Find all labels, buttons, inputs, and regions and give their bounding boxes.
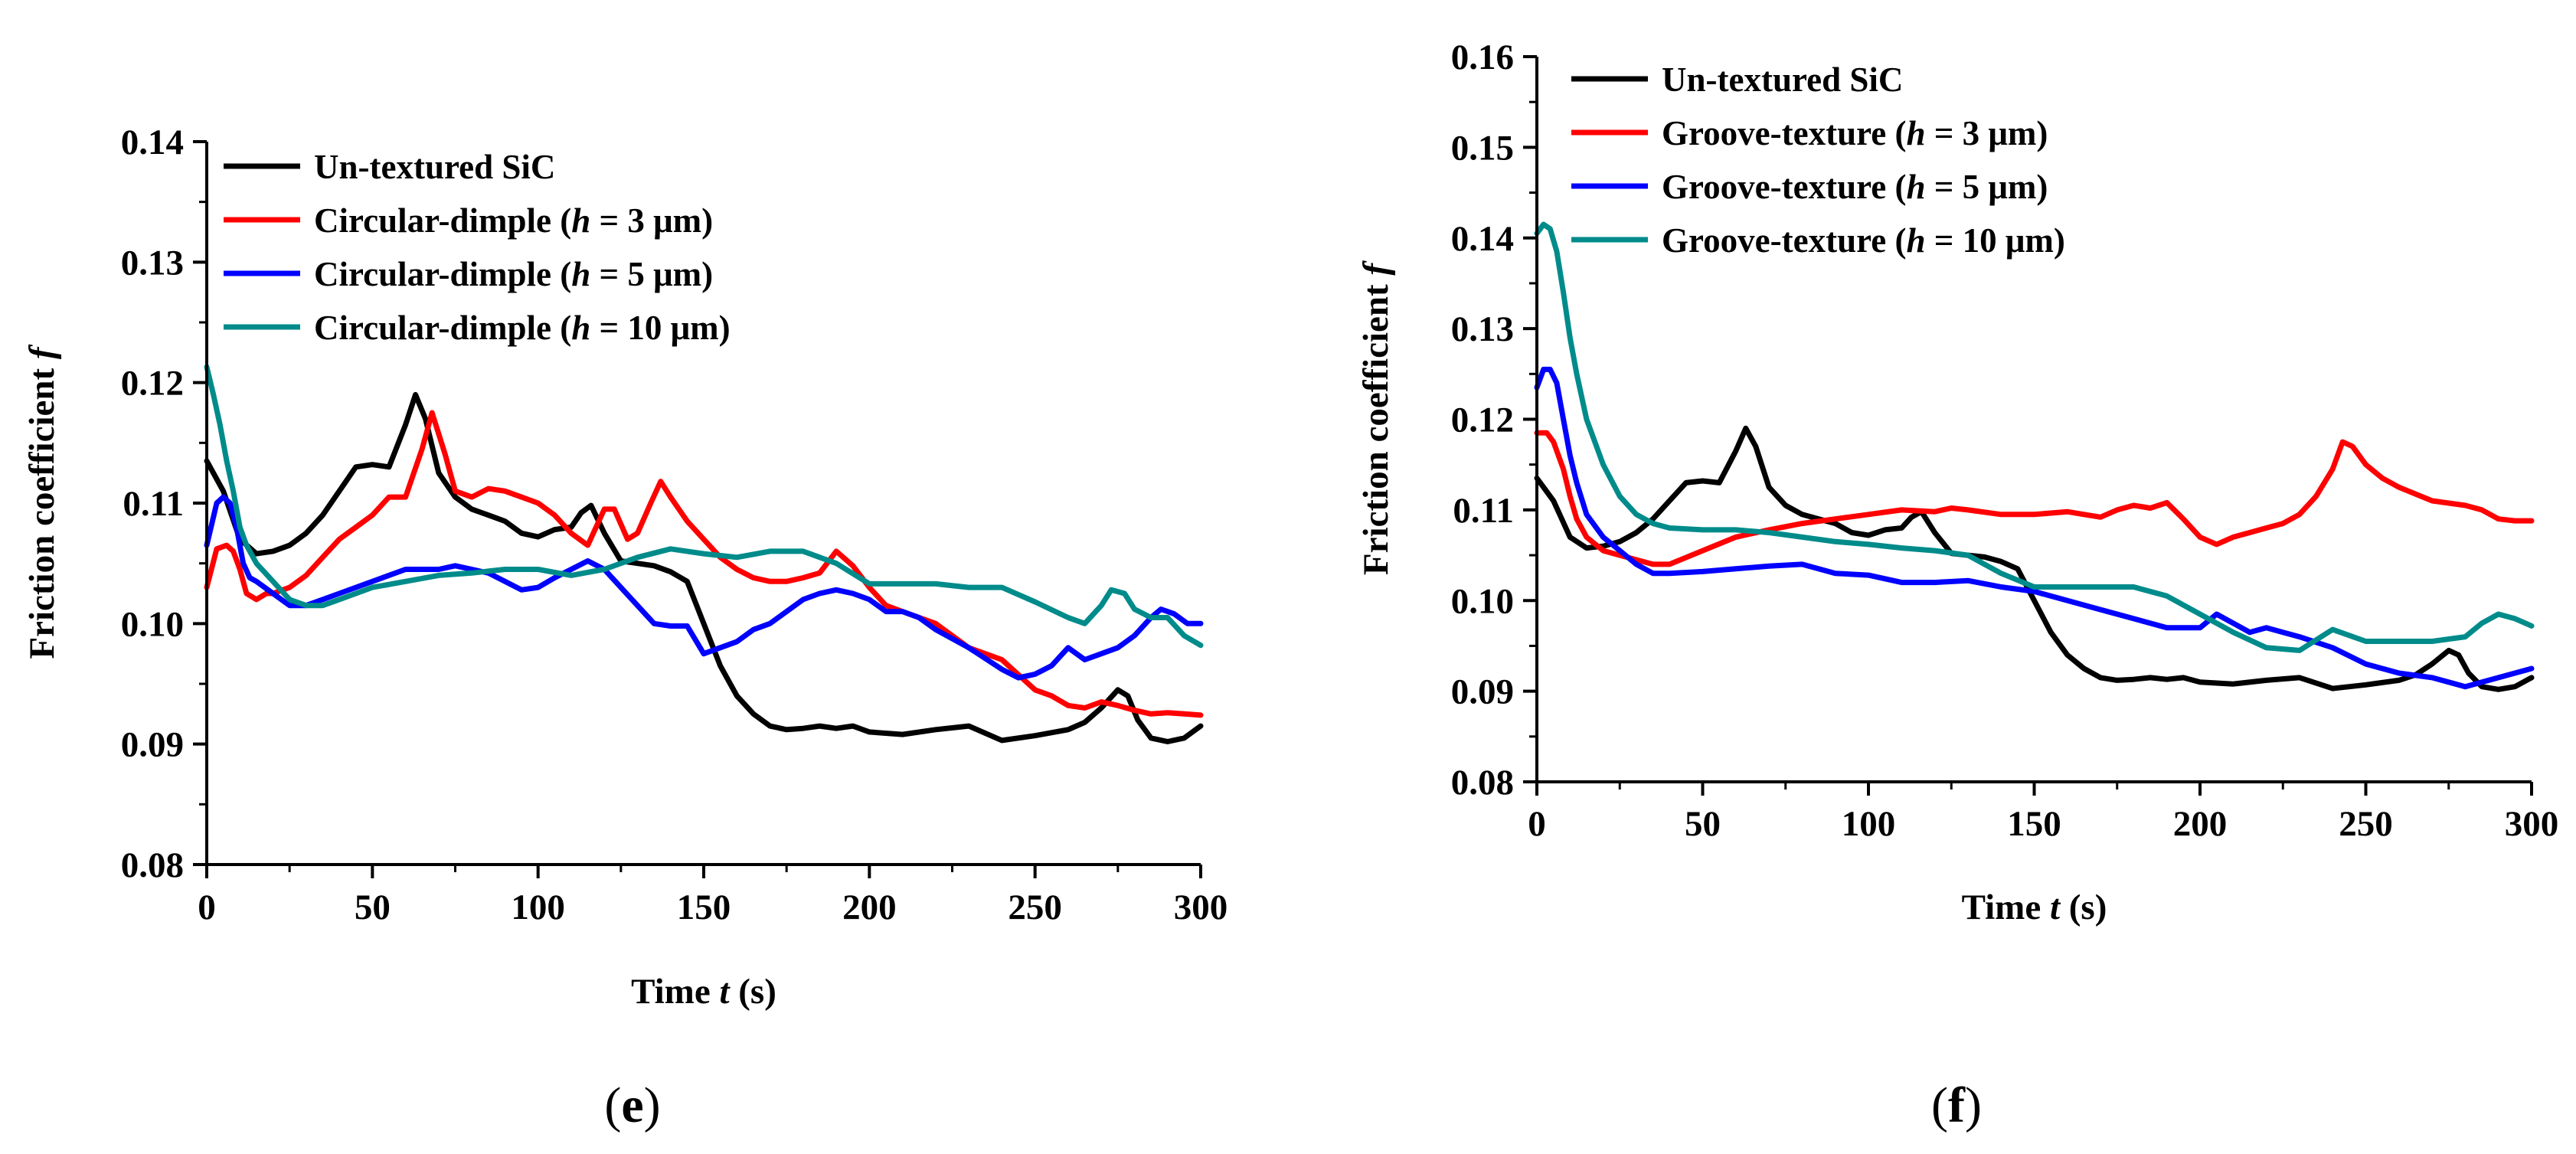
series-line-1: [1534, 425, 2535, 692]
x-axis-title: Time t (s): [1962, 888, 2107, 927]
legend-entry-label: Circular-dimple (h = 10 μm): [314, 309, 731, 347]
legend-label-text: Groove-texture (: [1662, 168, 1906, 206]
x-tick-label: 250: [2339, 804, 2393, 844]
x-tick-label: 300: [1174, 888, 1228, 927]
x-tick-label: 150: [2007, 804, 2061, 844]
x-axis-title-text: Time: [1962, 888, 2050, 927]
y-axis-title-variable: f: [22, 344, 62, 359]
legend-label-text: Un-textured SiC: [314, 148, 555, 186]
series-line-4: [1534, 221, 2535, 653]
legend-label-suffix: = 3 μm): [590, 201, 713, 240]
y-axis-title: Friction coefficient f: [22, 344, 62, 659]
panel-label-open: (: [604, 1077, 621, 1133]
legend-label-text: Groove-texture (: [1662, 221, 1906, 260]
y-tick-label: 0.14: [121, 123, 184, 162]
y-tick-label: 0.16: [1451, 38, 1514, 77]
y-tick-label: 0.09: [121, 725, 184, 765]
y-tick-label: 0.15: [1451, 128, 1514, 168]
panel-label: (e): [604, 1077, 660, 1133]
legend-label-suffix: = 10 μm): [590, 309, 730, 347]
chart-panel-f: 0 50 100 150 200 250 300 0.08 0.09 0.10 0.11 0.12 0.…: [1356, 38, 2558, 1133]
series-line-1: [204, 391, 1204, 744]
y-tick-label: 0.12: [121, 364, 184, 404]
x-axis-title-unit: (s): [730, 972, 776, 1012]
legend-entry-label: Un-textured SiC: [1662, 60, 1903, 99]
y-axis-title-variable: f: [1356, 260, 1396, 276]
y-axis-title-text: Friction coefficient: [22, 359, 62, 659]
legend-label-suffix: = 10 μm): [1926, 221, 2065, 260]
panel-label: (f): [1931, 1077, 1982, 1133]
legend-label-variable: h: [1906, 221, 1925, 260]
x-axis-title-variable: t: [2050, 888, 2061, 927]
legend-entry-label: Circular-dimple (h = 3 μm): [314, 201, 713, 240]
x-axis-title: Time t (s): [631, 972, 776, 1012]
y-tick-label: 0.08: [121, 845, 184, 885]
panel-label-close: ): [1965, 1077, 1982, 1133]
series-line-2: [1534, 430, 2535, 567]
y-tick-label: 0.14: [1451, 219, 1514, 259]
chart-panel-e: 0 50 100 150 200 250 300 0.08 0.09 0.10 0.11 0.12 0.…: [22, 123, 1228, 1133]
series-line-2: [204, 410, 1204, 718]
legend-entry-label: Groove-texture (h = 10 μm): [1662, 221, 2065, 260]
y-tick-label: 0.09: [1451, 672, 1514, 712]
legend-label-text: Circular-dimple (: [314, 309, 571, 347]
legend-label-variable: h: [571, 255, 590, 293]
y-tick-label: 0.10: [121, 604, 184, 644]
y-tick-label: 0.11: [1453, 491, 1514, 531]
series-line-4: [204, 364, 1204, 649]
x-tick-label: 200: [2173, 804, 2228, 844]
x-tick-label: 100: [1842, 804, 1896, 844]
x-axis-title-text: Time: [631, 972, 719, 1012]
legend-label-variable: h: [571, 201, 590, 240]
y-tick-label: 0.12: [1451, 400, 1514, 440]
x-tick-label: 50: [355, 888, 391, 927]
legend-label-text: Groove-texture (: [1662, 114, 1906, 152]
legend-label-suffix: = 5 μm): [1926, 168, 2048, 206]
x-axis-title-variable: t: [719, 972, 731, 1012]
y-axis-title-text: Friction coefficient: [1356, 276, 1396, 576]
legend-label-text: Circular-dimple (: [314, 201, 571, 240]
panel-label-open: (: [1931, 1077, 1948, 1133]
x-axis-title-unit: (s): [2060, 888, 2107, 927]
x-tick-label: 250: [1008, 888, 1062, 927]
y-tick-label: 0.13: [1451, 309, 1514, 349]
y-tick-label: 0.11: [123, 484, 184, 524]
legend-label-text: Circular-dimple (: [314, 255, 571, 293]
panel-label-letter: f: [1948, 1077, 1966, 1133]
x-tick-label: 300: [2505, 804, 2559, 844]
legend-entry-label: Groove-texture (h = 3 μm): [1662, 114, 2048, 152]
y-tick-label: 0.08: [1451, 763, 1514, 803]
legend-label-suffix: = 3 μm): [1926, 114, 2048, 152]
y-tick-label: 0.10: [1451, 581, 1514, 621]
legend-label-variable: h: [1906, 114, 1925, 152]
x-tick-label: 150: [677, 888, 731, 927]
y-axis-title: Friction coefficient f: [1356, 260, 1396, 576]
legend-entry-label: Groove-texture (h = 5 μm): [1662, 168, 2048, 206]
y-tick-label: 0.13: [121, 243, 184, 283]
x-tick-label: 100: [511, 888, 565, 927]
legend-label-suffix: = 5 μm): [590, 255, 713, 293]
legend-label-variable: h: [571, 309, 590, 347]
legend-entry-label: Circular-dimple (h = 5 μm): [314, 255, 713, 293]
legend-entry-label: Un-textured SiC: [314, 148, 555, 186]
x-tick-label: 200: [842, 888, 897, 927]
x-tick-label: 0: [1528, 804, 1546, 844]
x-tick-label: 0: [198, 888, 216, 927]
series-line-3: [1534, 366, 2535, 690]
panel-label-letter: e: [621, 1077, 643, 1133]
legend-label-variable: h: [1906, 168, 1925, 206]
x-tick-label: 50: [1685, 804, 1721, 844]
legend-label-text: Un-textured SiC: [1662, 60, 1903, 99]
panel-label-close: ): [644, 1077, 661, 1133]
